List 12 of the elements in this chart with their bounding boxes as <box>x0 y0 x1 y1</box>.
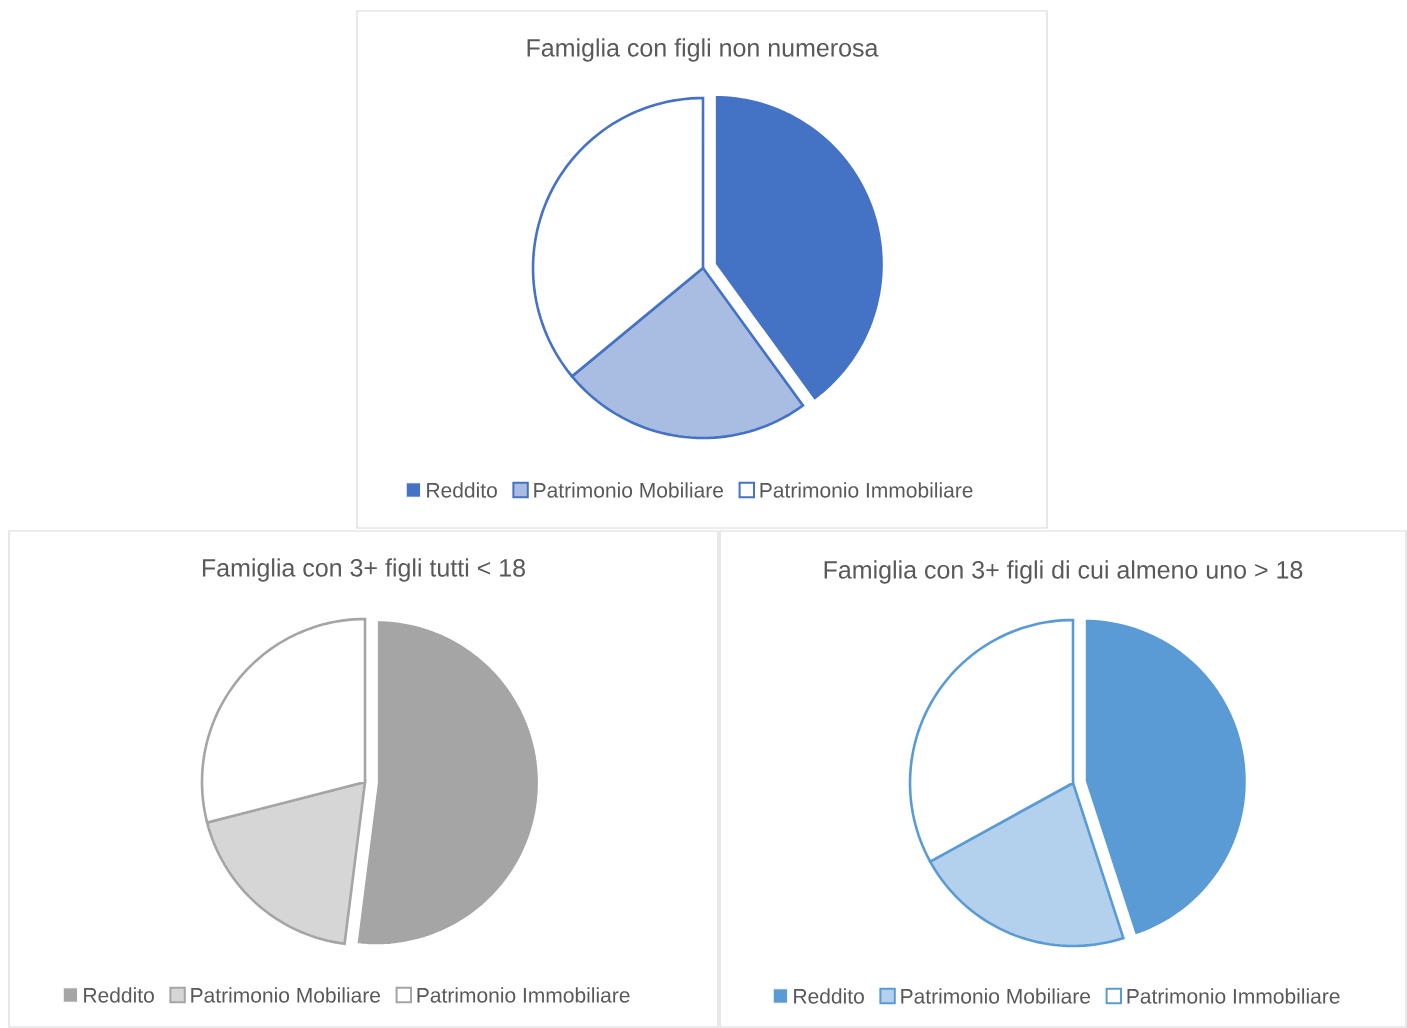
legend-label: Patrimonio Mobiliare <box>534 482 724 498</box>
legend-label: Patrimonio Immobiliare <box>1127 988 1340 1004</box>
chart-title: Famiglia con figli non numerosa <box>527 38 879 62</box>
chart-title: Famiglia con 3+ figli di cui almeno uno > 18 <box>824 560 1303 584</box>
legend-label: Reddito <box>794 988 864 1004</box>
legend-label: Patrimonio Immobiliare <box>760 482 973 498</box>
legend-label: Reddito <box>427 482 497 498</box>
legend-label: Reddito <box>84 987 154 1003</box>
chart-title: Famiglia con 3+ figli tutti < 18 <box>202 558 525 582</box>
legend-label: Patrimonio Immobiliare <box>417 987 630 1003</box>
legend-label: Patrimonio Mobiliare <box>901 988 1091 1004</box>
legend-label: Patrimonio Mobiliare <box>191 987 381 1003</box>
